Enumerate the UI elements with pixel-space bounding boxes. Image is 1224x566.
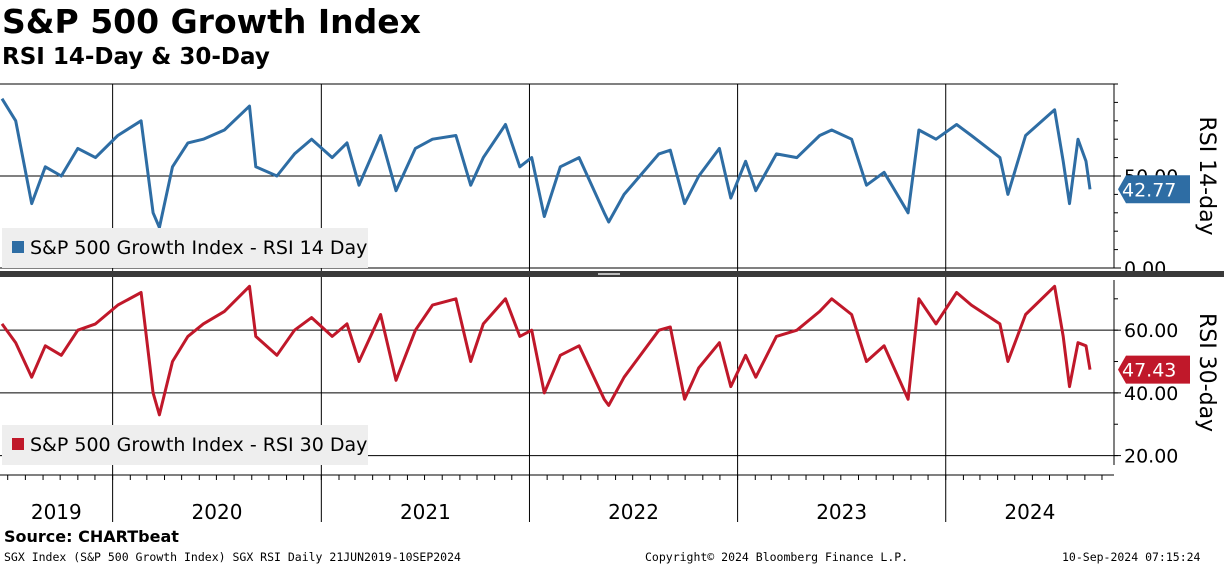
rsi14-series-line bbox=[0, 97, 1092, 229]
x-tick-label: 2019 bbox=[31, 500, 82, 524]
rsi14-last-value-label: 42.77 bbox=[1122, 179, 1176, 201]
rsi14-last-value-tag bbox=[1118, 175, 1190, 204]
source-label: Source: CHARTbeat bbox=[4, 527, 179, 546]
rsi30-legend-box bbox=[2, 425, 368, 465]
rsi30-series-line bbox=[0, 284, 1092, 417]
rsi30-legend-swatch bbox=[12, 438, 24, 450]
y-tick-label: 20.00 bbox=[1124, 446, 1178, 468]
rsi14-legend-label: S&P 500 Growth Index - RSI 14 Day bbox=[30, 237, 367, 259]
rsi30-last-value-label: 47.43 bbox=[1122, 360, 1176, 382]
rsi30-legend-label: S&P 500 Growth Index - RSI 30 Day bbox=[30, 434, 367, 456]
x-tick-label: 2021 bbox=[400, 500, 451, 524]
footer-timestamp: 10-Sep-2024 07:15:24 bbox=[1062, 550, 1201, 564]
rsi14-legend-box bbox=[2, 228, 368, 268]
rsi30-axis-title: RSI 30-day bbox=[1194, 313, 1219, 432]
panel-separator-grip bbox=[598, 273, 620, 275]
x-tick-label: 2023 bbox=[816, 500, 867, 524]
footer-security-info: SGX Index (S&P 500 Growth Index) SGX RSI… bbox=[4, 550, 461, 564]
rsi30-last-value-tag bbox=[1118, 355, 1190, 384]
chart-subtitle: RSI 14-Day & 30-Day bbox=[2, 44, 270, 70]
x-tick-label: 2020 bbox=[192, 500, 243, 524]
footer-copyright: Copyright© 2024 Bloomberg Finance L.P. bbox=[645, 550, 909, 564]
x-tick-label: 2022 bbox=[608, 500, 659, 524]
y-tick-label: 60.00 bbox=[1124, 320, 1178, 342]
y-tick-label: 40.00 bbox=[1124, 383, 1178, 405]
chart-title: S&P 500 Growth Index bbox=[2, 2, 421, 41]
rsi14-legend-swatch bbox=[12, 241, 24, 253]
x-tick-label: 2024 bbox=[1004, 500, 1055, 524]
rsi14-axis-title: RSI 14-day bbox=[1194, 116, 1219, 235]
